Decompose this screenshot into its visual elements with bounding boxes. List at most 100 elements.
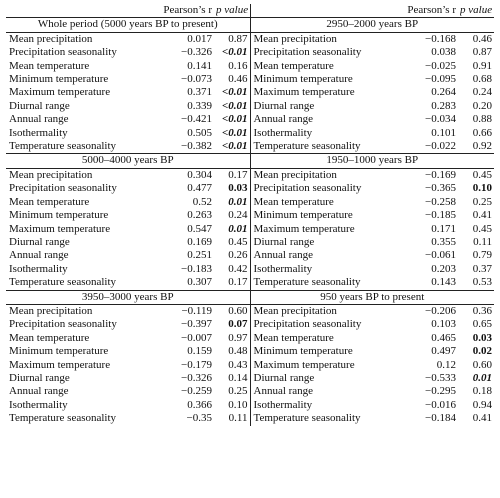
- pearson-r-value: −0.258: [425, 195, 456, 208]
- table-row: Precipitation seasonality −0.397 0.07 Preci…: [6, 318, 494, 332]
- p-value: 0.10: [472, 182, 492, 195]
- period-title: Whole period (5000 years BP to present): [6, 17, 250, 33]
- table-row: Temperature seasonality −0.382 <0.01 Temper…: [6, 140, 494, 154]
- variable-label: Maximum temperature: [249, 86, 384, 100]
- pearson-r-value: −0.184: [425, 412, 456, 425]
- variable-label: Maximum temperature: [249, 358, 384, 372]
- p-value: 0.60: [228, 304, 248, 317]
- p-value: 0.66: [472, 126, 492, 139]
- variable-label: Isothermality: [249, 126, 384, 141]
- variable-label: Diurnal range: [249, 371, 384, 386]
- p-value: 0.07: [228, 318, 248, 331]
- p-value: 0.46: [472, 32, 492, 45]
- pearson-r-value: −0.421: [181, 113, 212, 126]
- p-value: 0.18: [472, 385, 492, 398]
- variable-label: Precipitation seasonality: [9, 182, 117, 195]
- variable-label: Annual range: [249, 113, 384, 127]
- pearson-r-value: 0.263: [187, 209, 212, 222]
- pearson-r-value: 0.141: [187, 59, 212, 72]
- variable-label: Temperature seasonality: [9, 412, 117, 425]
- variable-label: Mean temperature: [249, 59, 384, 74]
- pearson-r-value: −0.095: [425, 73, 456, 86]
- pearson-r-value: 0.171: [431, 222, 456, 235]
- pearson-r-value: 0.038: [431, 46, 456, 59]
- pearson-r-value: 0.497: [431, 345, 456, 358]
- variable-label: Minimum temperature: [9, 73, 109, 86]
- pearson-r-value: −0.365: [425, 182, 456, 195]
- variable-label: Temperature seasonality: [249, 276, 384, 291]
- header-pearson-r-right: Pearson’s r: [384, 4, 460, 19]
- p-value: 0.17: [228, 168, 248, 181]
- p-value: 0.02: [472, 345, 492, 358]
- p-value: <0.01: [221, 126, 248, 139]
- variable-label: Precipitation seasonality: [249, 46, 384, 60]
- header-r-label: Pearson’s r: [163, 4, 212, 16]
- period-title: 1950–1000 years BP: [249, 153, 494, 169]
- table-row: Minimum temperature −0.073 0.46 Minimum tem…: [6, 73, 494, 87]
- variable-label: Mean precipitation: [249, 32, 384, 47]
- header-p-label: p value: [460, 4, 493, 16]
- table-row: Mean temperature −0.007 0.97 Mean temperatu…: [6, 331, 494, 346]
- header-p-label: p value: [216, 4, 249, 16]
- p-value: 0.25: [228, 385, 248, 398]
- pearson-r-value: −0.022: [425, 140, 456, 153]
- p-value: 0.41: [472, 412, 492, 425]
- p-value: 0.94: [472, 398, 492, 411]
- variable-label: Minimum temperature: [249, 73, 384, 87]
- table-row: Mean temperature 0.52 0.01 Mean temperature…: [6, 195, 494, 210]
- pearson-r-value: 0.283: [431, 99, 456, 112]
- p-value: 0.87: [228, 32, 248, 45]
- pearson-r-value: 0.12: [436, 358, 456, 371]
- pearson-r-value: 0.355: [431, 235, 456, 248]
- pearson-r-value: −0.183: [181, 262, 212, 275]
- p-value: 0.79: [472, 249, 492, 262]
- pearson-r-value: 0.264: [431, 86, 456, 99]
- header-r-label: Pearson’s r: [407, 4, 456, 16]
- pearson-r-value: −0.168: [425, 32, 456, 45]
- pearson-r-value: −0.35: [186, 412, 212, 425]
- p-value: 0.01: [472, 371, 492, 384]
- table-row: Mean precipitation −0.119 0.60 Mean precipi…: [6, 304, 494, 319]
- variable-label: Diurnal range: [9, 235, 70, 248]
- pearson-r-value: −0.073: [181, 73, 212, 86]
- p-value: 0.87: [472, 46, 492, 59]
- pearson-r-value: 0.103: [431, 318, 456, 331]
- p-value: 0.92: [472, 140, 492, 153]
- pearson-r-value: −0.206: [425, 304, 456, 317]
- period-header-row: 3950–3000 years BP 950 years BP to presen…: [6, 289, 494, 305]
- table-row: Precipitation seasonality 0.477 0.03 Precip…: [6, 182, 494, 196]
- pearson-r-value: 0.304: [187, 168, 212, 181]
- p-value: 0.11: [228, 412, 248, 425]
- variable-label: Mean precipitation: [9, 168, 93, 181]
- table-row: Mean precipitation 0.304 0.17 Mean precipit…: [6, 168, 494, 183]
- pearson-r-value: 0.477: [187, 182, 212, 195]
- pearson-r-value: −0.397: [181, 318, 212, 331]
- p-value: 0.11: [473, 235, 492, 248]
- variable-label: Precipitation seasonality: [9, 318, 117, 331]
- period-title: 950 years BP to present: [249, 289, 494, 305]
- pearson-r-value: 0.339: [187, 99, 212, 112]
- p-value: 0.24: [472, 86, 492, 99]
- period-title: 5000–4000 years BP: [6, 153, 250, 169]
- p-value: 0.45: [472, 168, 492, 181]
- variable-label: Mean precipitation: [9, 32, 93, 45]
- p-value: 0.03: [472, 331, 492, 344]
- p-value: <0.01: [221, 140, 248, 153]
- p-value: 0.16: [228, 59, 248, 72]
- p-value: 0.37: [472, 262, 492, 275]
- table-row: Diurnal range −0.326 0.14 Diurnal range −0.5…: [6, 371, 494, 386]
- pearson-r-value: 0.159: [187, 345, 212, 358]
- p-value: <0.01: [221, 86, 248, 99]
- pearson-r-value: 0.505: [187, 126, 212, 139]
- variable-label: Mean precipitation: [249, 304, 384, 319]
- p-value: <0.01: [221, 46, 248, 59]
- p-value: 0.68: [472, 73, 492, 86]
- pearson-r-value: 0.52: [192, 195, 212, 208]
- header-p-value-left: p value: [216, 4, 250, 19]
- pearson-r-value: 0.203: [431, 262, 456, 275]
- variable-label: Isothermality: [9, 262, 68, 275]
- variable-label: Precipitation seasonality: [249, 182, 384, 196]
- p-value: 0.53: [472, 276, 492, 289]
- p-value: 0.26: [228, 249, 248, 262]
- header-label-right: [249, 4, 384, 19]
